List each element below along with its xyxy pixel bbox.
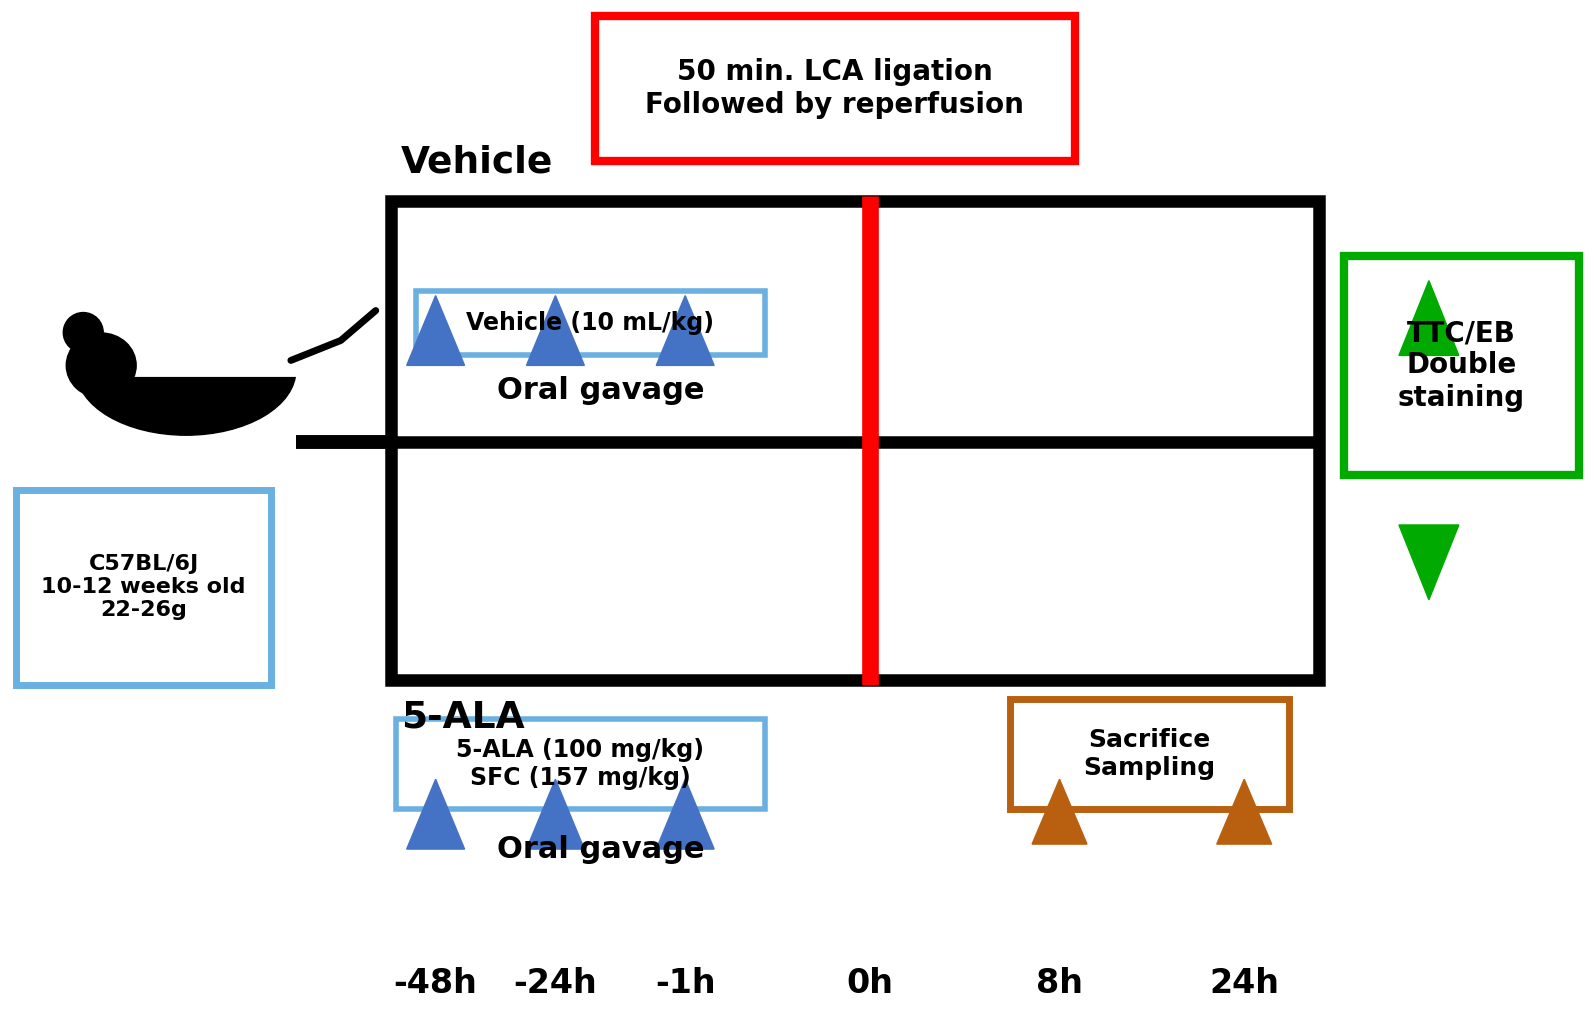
Text: 0h: 0h (847, 968, 893, 1000)
Text: Sacrifice
Sampling: Sacrifice Sampling (1083, 728, 1215, 780)
Bar (16, 490, 271, 684)
Polygon shape (1399, 281, 1459, 355)
Ellipse shape (67, 333, 136, 398)
Text: -1h: -1h (656, 968, 716, 1000)
Polygon shape (526, 295, 584, 365)
Ellipse shape (77, 306, 297, 435)
Circle shape (64, 313, 104, 353)
Polygon shape (1032, 780, 1088, 844)
Text: 5-ALA (100 mg/kg)
SFC (157 mg/kg): 5-ALA (100 mg/kg) SFC (157 mg/kg) (456, 739, 705, 790)
Polygon shape (1217, 780, 1271, 844)
Text: Oral gavage: Oral gavage (496, 376, 703, 405)
Text: Oral gavage: Oral gavage (496, 834, 703, 864)
Text: TTC/EB
Double
staining: TTC/EB Double staining (1397, 319, 1525, 411)
Polygon shape (1399, 525, 1459, 600)
Text: -48h: -48h (394, 968, 477, 1000)
Polygon shape (526, 780, 584, 850)
Bar (1010, 700, 1289, 810)
Bar (396, 719, 766, 810)
Text: Vehicle (10 mL/kg): Vehicle (10 mL/kg) (466, 311, 715, 336)
Text: Vehicle: Vehicle (400, 145, 553, 181)
Polygon shape (407, 780, 464, 850)
Text: 24h: 24h (1209, 968, 1279, 1000)
Polygon shape (407, 295, 464, 365)
Text: C57BL/6J
10-12 weeks old
22-26g: C57BL/6J 10-12 weeks old 22-26g (41, 554, 246, 621)
Polygon shape (656, 295, 715, 365)
Bar (595, 16, 1075, 161)
Text: -24h: -24h (514, 968, 597, 1000)
Text: 5-ALA: 5-ALA (400, 700, 525, 736)
Bar (67, 295, 306, 376)
Text: 50 min. LCA ligation
Followed by reperfusion: 50 min. LCA ligation Followed by reperfu… (646, 58, 1024, 119)
Text: 8h: 8h (1037, 968, 1083, 1000)
Bar (391, 201, 1319, 679)
Polygon shape (656, 780, 715, 850)
Bar (1345, 255, 1579, 475)
Bar (416, 290, 766, 355)
